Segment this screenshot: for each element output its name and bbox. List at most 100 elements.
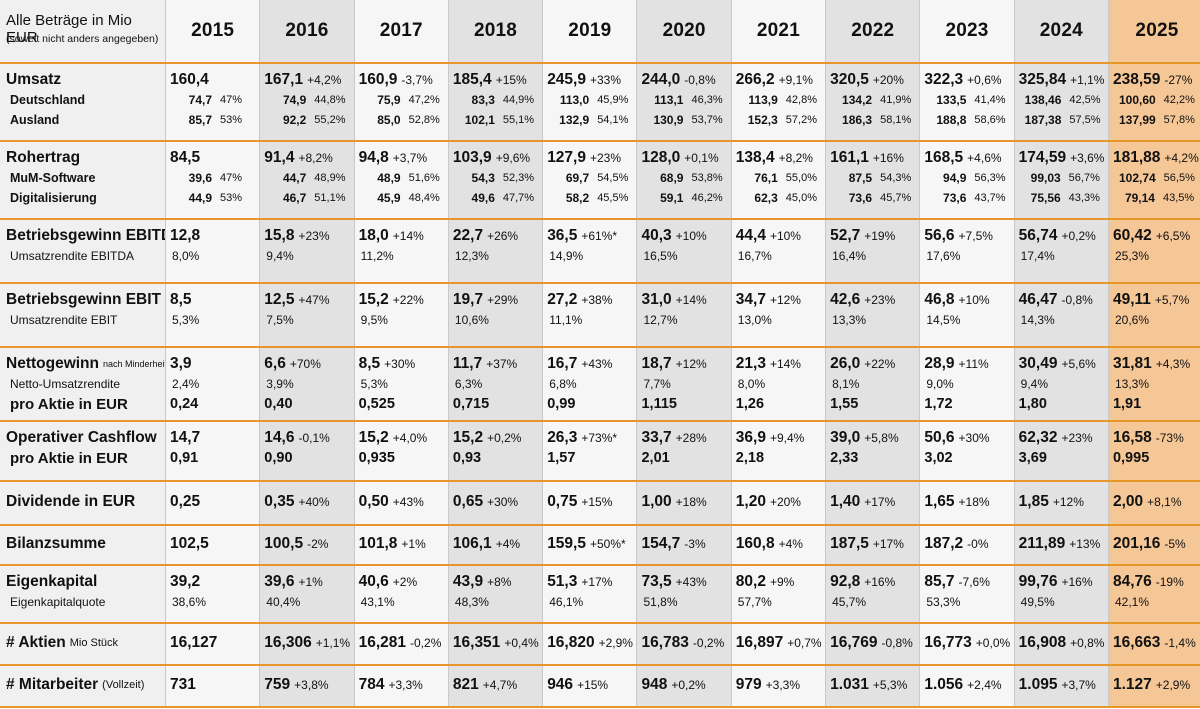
value-number: 160,4 xyxy=(170,71,209,88)
value-change: +30% xyxy=(384,357,416,371)
value-number: 821 xyxy=(452,676,479,693)
value-change: +8,2% xyxy=(778,151,813,165)
value-line: 100,5 -2% xyxy=(264,534,353,554)
value-number: 31,0 xyxy=(641,291,672,308)
value-line: 12,7% xyxy=(641,310,730,330)
value-number: 2,01 xyxy=(641,450,670,466)
value-number: 42,6 xyxy=(830,291,861,308)
value-cell: 211,89 +13% xyxy=(1014,526,1109,564)
value-line: 102,1 55,1% xyxy=(453,110,542,130)
value-cell: 187,2 -0% xyxy=(920,526,1015,564)
value-change: +73%* xyxy=(581,431,618,445)
value-line: 0,24 xyxy=(170,394,259,414)
value-line: 187,5 +17% xyxy=(830,534,919,554)
value-line: 16,127 xyxy=(170,633,259,653)
value-cell: 168,5 +4,6% 94,9 56,3% 73,6 43,7% xyxy=(920,142,1015,218)
row-label-cell: # Aktien Mio Stück xyxy=(0,624,166,664)
value-number: 62,3 xyxy=(754,191,778,205)
value-cell: 0,50 +43% xyxy=(354,482,449,524)
value-change: +15% xyxy=(581,495,613,509)
value-change: +0,2% xyxy=(487,431,522,445)
value-change: +26% xyxy=(487,229,519,243)
value-change: +15% xyxy=(495,73,527,87)
value-cell: 159,5 +50%* xyxy=(543,526,638,564)
value-line: 17,4% xyxy=(1019,246,1108,266)
value-line: 10,6% xyxy=(453,310,542,330)
value-number: 128,0 xyxy=(641,149,681,166)
value-line: 8,0% xyxy=(736,374,825,394)
value-number: 30,49 xyxy=(1018,355,1058,372)
value-number: 8,5 xyxy=(170,291,192,308)
section-mitarbeiter: # Mitarbeiter (Vollzeit) 731 759 +3,8% 784 +3,… xyxy=(0,666,1200,708)
value-number: 2,00 xyxy=(1112,493,1144,510)
value-line: 186,3 58,1% xyxy=(830,110,919,130)
value-line: 40,4% xyxy=(264,592,353,612)
row-label-text: Betriebsgewinn EBITDA xyxy=(6,227,166,244)
row-label: Umsatzrendite EBITDA xyxy=(0,246,165,266)
value-cell: 50,6 +30% 3,02 xyxy=(920,422,1015,480)
value-cell: 185,4 +15% 83,3 44,9% 102,1 55,1% xyxy=(448,64,544,140)
value-number: 16,663 xyxy=(1112,634,1161,651)
value-number: 0,75 xyxy=(547,493,578,510)
value-line: 25,3% xyxy=(1113,246,1200,266)
value-line: 5,3% xyxy=(170,310,259,330)
value-change: 53,8% xyxy=(691,172,723,184)
value-change: 45,5% xyxy=(597,192,629,204)
section-aktien: # Aktien Mio Stück 16,127 16,306 +1,1% 16,281… xyxy=(0,624,1200,666)
value-number: 12,3% xyxy=(454,249,489,263)
value-change: 53% xyxy=(220,192,243,204)
value-number: 48,3% xyxy=(454,595,489,609)
value-line: 0,91 xyxy=(170,448,259,468)
value-change: +5,7% xyxy=(1154,293,1190,307)
value-line: 113,9 42,8% xyxy=(736,90,825,110)
value-number: 11,7 xyxy=(452,355,483,372)
value-line: 1,40 +17% xyxy=(830,492,919,512)
year-header: 2019 xyxy=(543,0,638,62)
value-change: 57,2% xyxy=(785,114,817,126)
value-line: 1,00 +18% xyxy=(641,492,730,512)
value-line: 322,3 +0,6% xyxy=(924,70,1013,90)
value-number: 185,4 xyxy=(452,71,492,88)
row-label-text: Umsatzrendite EBIT xyxy=(10,313,118,327)
value-line: 68,9 53,8% xyxy=(641,168,730,188)
value-change: +14% xyxy=(392,229,424,243)
value-change: -0,2% xyxy=(692,636,725,650)
value-change: +0,1% xyxy=(684,151,719,165)
value-cell: 16,897 +0,7% xyxy=(731,624,827,664)
value-line: 39,0 +5,8% xyxy=(830,428,919,448)
row-label-text: Umsatzrendite EBITDA xyxy=(10,249,135,263)
year-header: 2020 xyxy=(637,0,732,62)
value-number: 16,769 xyxy=(830,634,878,651)
row-label-suffix: (Vollzeit) xyxy=(102,679,145,691)
value-change: -0% xyxy=(967,537,989,551)
value-line: 161,1 +16% xyxy=(830,148,919,168)
value-number: 0,525 xyxy=(358,396,395,412)
value-change: 44,9% xyxy=(502,94,535,106)
value-line: 160,9 -3,7% xyxy=(359,70,448,90)
value-number: 3,69 xyxy=(1018,450,1047,466)
value-number: 17,6% xyxy=(926,249,961,263)
table-title: Alle Beträge in Mio EUR xyxy=(6,12,132,46)
value-change: +3,8% xyxy=(294,678,329,692)
value-line: 46,8 +10% xyxy=(924,290,1013,310)
value-cell: 99,76 +16% 49,5% xyxy=(1014,566,1109,622)
value-cell: 160,8 +4% xyxy=(731,526,827,564)
value-number: 0,99 xyxy=(547,396,576,412)
value-line: 53,3% xyxy=(924,592,1013,612)
value-cell: 979 +3,3% xyxy=(731,666,827,706)
value-line: 320,5 +20% xyxy=(830,70,919,90)
value-change: +61%* xyxy=(581,229,618,243)
value-cell: 33,7 +28% 2,01 xyxy=(637,422,732,480)
value-number: 16,5% xyxy=(643,249,678,263)
value-number: 8,0% xyxy=(172,249,200,263)
year-header: 2018 xyxy=(448,0,544,62)
value-number: 91,4 xyxy=(264,149,295,166)
value-line: 16,773 +0,0% xyxy=(924,633,1013,653)
row-label: Dividende in EUR xyxy=(0,492,165,512)
value-number: 85,0 xyxy=(377,113,401,127)
value-change: 47% xyxy=(220,172,243,184)
value-line: 138,46 42,5% xyxy=(1019,90,1108,110)
value-number: 0,40 xyxy=(264,396,293,412)
value-line: 211,89 +13% xyxy=(1019,534,1108,554)
value-cell: 187,5 +17% xyxy=(826,526,921,564)
